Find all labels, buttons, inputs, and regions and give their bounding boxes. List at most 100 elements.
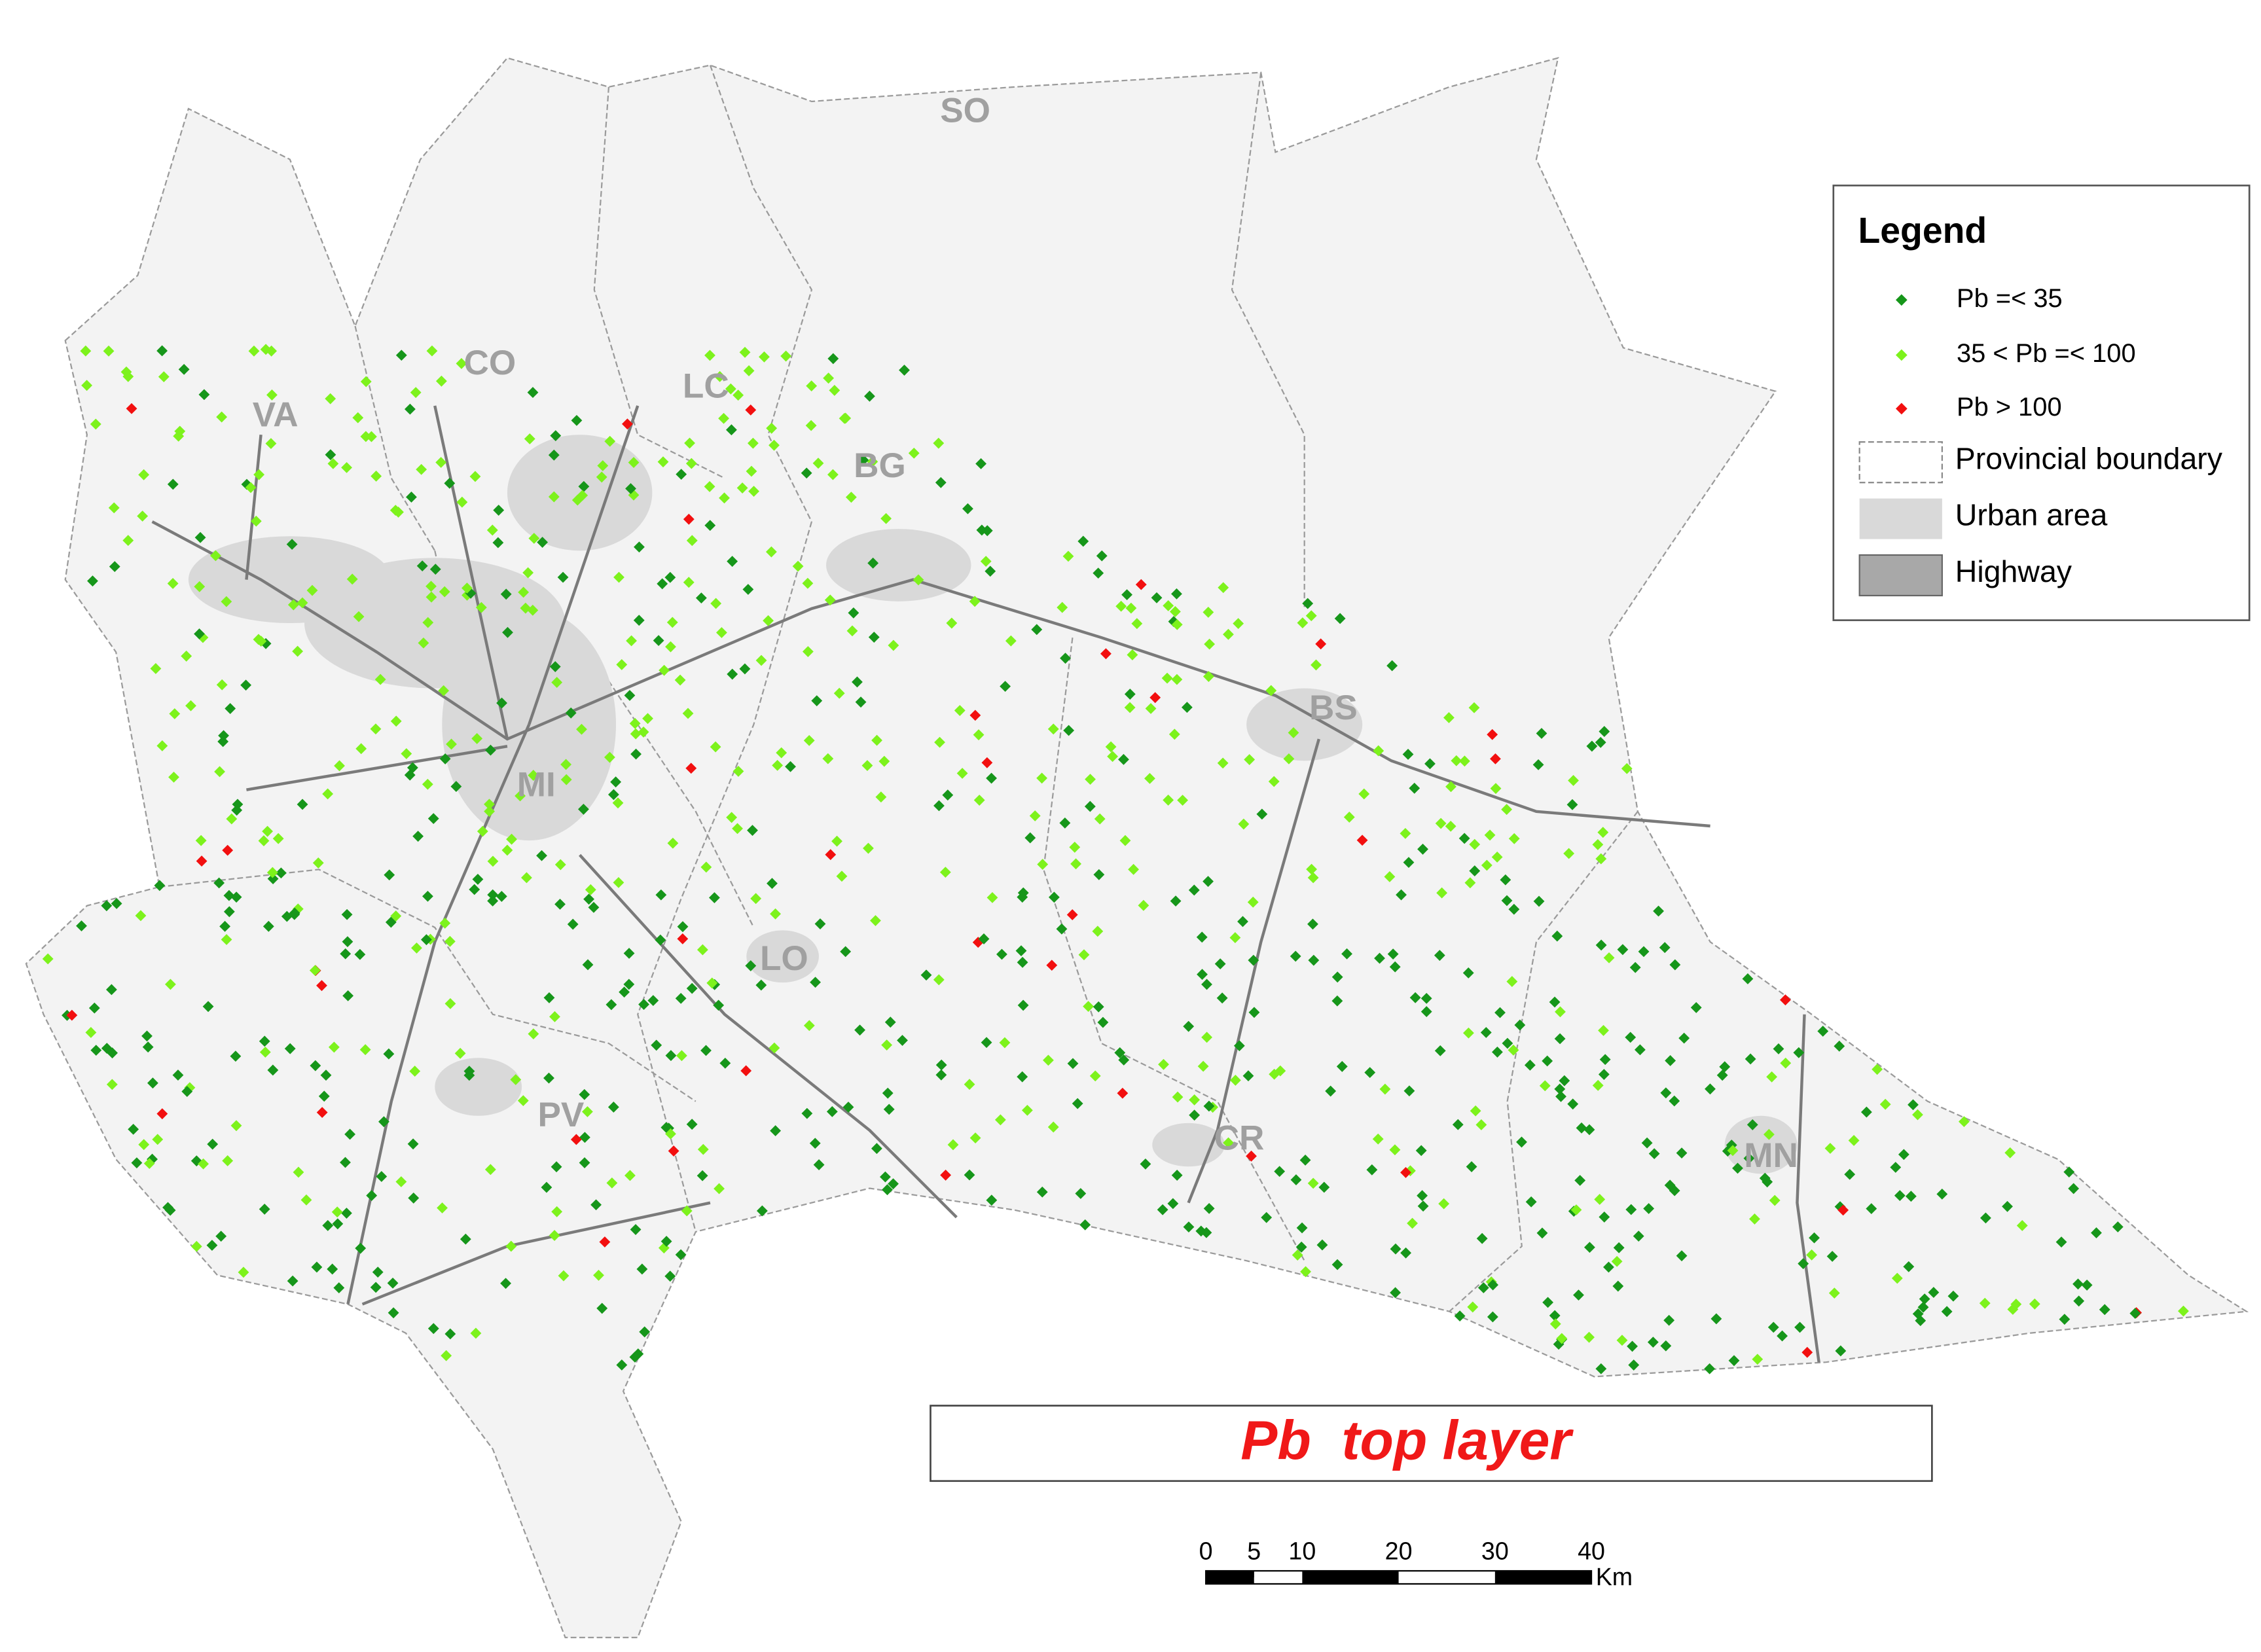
sample-point — [975, 458, 986, 469]
sample-point — [1794, 1321, 1805, 1333]
sample-point — [456, 358, 467, 369]
sample-point — [1151, 592, 1163, 603]
sample-point — [446, 738, 457, 750]
sample-point — [871, 734, 882, 746]
sample-point — [275, 867, 287, 879]
sample-point — [855, 696, 867, 708]
sample-point — [1331, 995, 1343, 1007]
sample-point — [1216, 992, 1228, 1004]
sample-point — [1653, 905, 1664, 917]
sample-point — [743, 365, 755, 376]
scale-bar-label: 10 — [1288, 1537, 1316, 1564]
sample-point — [253, 469, 265, 480]
sample-point — [395, 350, 407, 361]
sample-point — [232, 799, 244, 810]
sample-point — [700, 861, 712, 873]
sample-point — [879, 1171, 891, 1183]
sample-point — [999, 1037, 1011, 1049]
sample-point — [638, 726, 649, 738]
sample-point — [454, 1047, 466, 1059]
sample-point — [1331, 971, 1343, 983]
sample-point — [2007, 1304, 2019, 1315]
sample-point — [1334, 613, 1346, 624]
sample-point — [87, 575, 98, 587]
sample-point — [2068, 1183, 2080, 1194]
sample-point — [1177, 795, 1189, 806]
sample-point — [1203, 606, 1214, 618]
sample-point — [1928, 1287, 1940, 1299]
sample-point — [223, 889, 235, 901]
sample-point — [390, 910, 402, 922]
sample-point — [250, 515, 262, 527]
sample-point — [475, 602, 487, 613]
sample-point — [1603, 952, 1615, 963]
sample-point — [994, 1114, 1006, 1126]
sample-point — [174, 425, 186, 437]
sample-point — [306, 584, 318, 596]
scale-bar-segment — [1302, 1571, 1399, 1584]
sample-point — [1669, 1095, 1680, 1107]
sample-point — [863, 842, 874, 854]
sample-point — [1525, 1196, 1537, 1208]
sample-point — [383, 1048, 395, 1060]
sample-point — [164, 979, 176, 990]
sample-point — [700, 1045, 712, 1056]
sample-point — [980, 556, 992, 567]
sample-point — [372, 1266, 384, 1278]
sample-point — [560, 774, 572, 785]
sample-point — [1201, 979, 1212, 990]
sample-point — [222, 1155, 234, 1166]
sample-point — [882, 1087, 894, 1099]
sample-point — [267, 1064, 279, 1076]
sample-point — [209, 550, 221, 562]
sample-point — [954, 705, 966, 716]
sample-point — [169, 708, 181, 719]
province-label: LO — [760, 939, 808, 978]
sample-point — [1415, 1145, 1427, 1157]
sample-point — [985, 566, 996, 577]
sample-point — [1093, 1001, 1104, 1013]
sample-point — [1500, 874, 1511, 886]
sample-point — [1595, 1363, 1607, 1374]
sample-point — [215, 1230, 227, 1242]
sample-point — [986, 772, 997, 784]
sample-point — [1274, 1166, 1286, 1177]
sample-point — [1481, 859, 1492, 871]
sample-point — [1705, 1083, 1716, 1095]
sample-point — [1451, 755, 1462, 766]
sample-point — [164, 1204, 176, 1216]
sample-point — [681, 1205, 693, 1217]
sample-point — [770, 1125, 782, 1136]
sample-point — [1417, 1190, 1428, 1202]
sample-point — [42, 953, 54, 965]
sample-point — [1084, 800, 1096, 812]
sample-point — [341, 1208, 352, 1219]
sample-point — [727, 668, 738, 680]
sample-point — [1171, 619, 1183, 630]
sample-point — [510, 1074, 522, 1085]
sample-point — [1218, 582, 1229, 594]
sample-point — [527, 604, 539, 616]
sample-point — [588, 901, 600, 913]
sample-point — [1542, 1297, 1553, 1308]
sample-point — [2073, 1295, 2085, 1307]
sample-point — [435, 457, 447, 468]
sample-point — [88, 1002, 100, 1014]
sample-point — [1223, 1137, 1234, 1149]
sample-point — [416, 463, 427, 475]
sample-point — [1469, 838, 1481, 850]
sample-point — [1119, 835, 1131, 846]
sample-point — [969, 596, 981, 607]
sample-point — [548, 491, 560, 503]
sample-point — [792, 560, 804, 572]
sample-point — [864, 390, 875, 402]
sample-point — [225, 703, 236, 714]
sample-point — [1536, 1227, 1548, 1239]
sample-point — [1094, 813, 1106, 825]
sample-point — [1749, 1213, 1760, 1225]
sample-point — [846, 625, 858, 637]
sample-point — [90, 418, 101, 430]
sample-point — [190, 1240, 202, 1252]
sample-point — [593, 1269, 604, 1281]
sample-point — [1325, 1085, 1337, 1097]
